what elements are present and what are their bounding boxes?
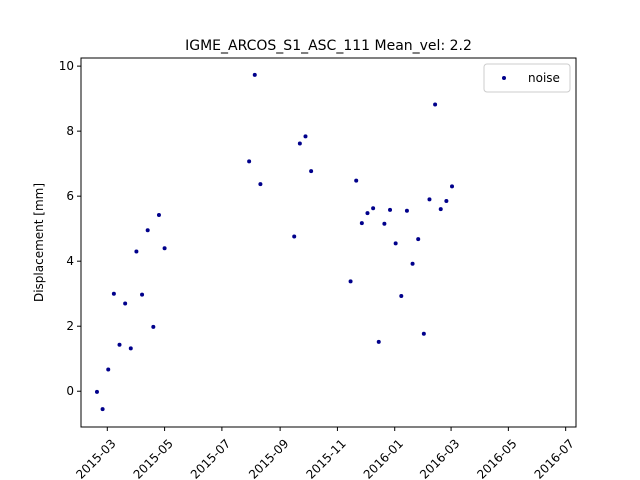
data-point — [252, 72, 257, 77]
chart-title: IGME_ARCOS_S1_ASC_111 Mean_vel: 2.2 — [185, 38, 472, 54]
data-point — [162, 246, 167, 251]
plot-frame — [80, 57, 577, 428]
data-point — [371, 206, 376, 211]
y-axis-ticks: 0 2 4 6 8 10 — [59, 59, 81, 398]
data-point — [134, 249, 139, 254]
data-point — [247, 159, 252, 164]
x-tick-label: 2015-09 — [246, 436, 291, 480]
data-point — [156, 213, 161, 218]
data-point — [410, 261, 415, 266]
data-point — [140, 292, 145, 297]
data-point — [376, 339, 381, 344]
data-point — [399, 293, 404, 298]
x-tick-label: 2016-05 — [474, 436, 519, 480]
y-tick-label: 2 — [66, 319, 74, 333]
data-point — [444, 199, 449, 204]
legend-box — [483, 63, 571, 93]
data-point — [404, 208, 409, 213]
data-point — [128, 346, 133, 351]
data-point — [292, 234, 297, 239]
x-tick-label: 2015-03 — [73, 436, 118, 480]
data-point — [258, 182, 263, 187]
data-point — [359, 221, 364, 226]
data-point — [438, 207, 443, 212]
data-point — [309, 169, 314, 174]
data-point — [427, 197, 432, 202]
y-tick-label: 0 — [66, 384, 74, 398]
x-tick-label: 2015-07 — [188, 436, 233, 480]
data-point — [393, 241, 398, 246]
data-point — [94, 389, 99, 394]
y-axis-label: Displacement [mm] — [32, 183, 46, 302]
legend-marker-noise — [502, 76, 506, 80]
x-tick-label: 2016-03 — [417, 436, 462, 480]
data-point — [100, 407, 105, 412]
data-point — [365, 211, 370, 216]
y-tick-label: 4 — [66, 254, 74, 268]
data-point — [106, 367, 111, 372]
data-point — [354, 178, 359, 183]
data-point — [382, 221, 387, 226]
data-point — [416, 237, 421, 242]
legend-label-noise: noise — [528, 71, 560, 85]
data-point — [151, 324, 156, 329]
data-point — [145, 228, 150, 233]
data-point — [123, 301, 128, 306]
data-points — [94, 72, 455, 412]
x-tick-label: 2016-07 — [532, 436, 577, 480]
data-point — [117, 342, 122, 347]
x-axis-ticks: 2015-03 2015-05 2015-07 2015-09 2015-11 2016-… — [73, 427, 577, 480]
data-point — [297, 141, 302, 146]
x-tick-label: 2015-11 — [303, 436, 348, 480]
data-point — [111, 291, 116, 296]
data-point — [450, 184, 455, 189]
y-tick-label: 6 — [66, 189, 74, 203]
y-tick-label: 8 — [66, 124, 74, 138]
data-point — [433, 102, 438, 107]
data-point — [421, 331, 426, 336]
x-tick-label: 2016-01 — [361, 436, 406, 480]
data-point — [388, 207, 393, 212]
data-point — [303, 134, 308, 139]
data-point — [348, 279, 353, 284]
legend: noise — [483, 63, 571, 93]
y-tick-label: 10 — [59, 59, 74, 73]
x-tick-label: 2015-05 — [131, 436, 176, 480]
